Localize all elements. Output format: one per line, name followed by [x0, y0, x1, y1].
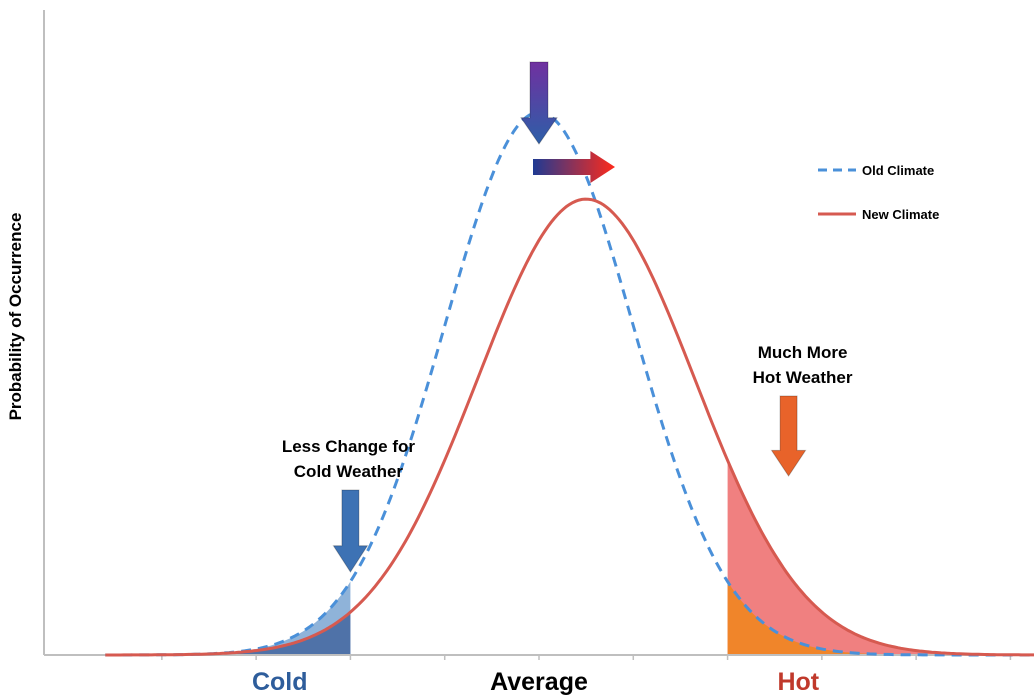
hot-arrow-icon: [770, 395, 807, 477]
legend: Old Climate New Climate: [818, 163, 939, 222]
curves: [105, 110, 1034, 657]
y-axis-label: Probability of Occurrence: [6, 213, 25, 421]
labels: Probability of Occurrence Cold Average Hot L…: [6, 213, 853, 695]
cold-arrow-icon: [332, 489, 369, 573]
annotation-0-line-0: Less Change for: [282, 437, 416, 456]
annotation-0-line-1: Cold Weather: [294, 462, 404, 481]
shaded-region-3: [727, 581, 1034, 655]
legend-label-1: New Climate: [862, 207, 939, 222]
x-label-average: Average: [490, 668, 588, 695]
curve-new-climate: [105, 197, 1034, 657]
legend-label-0: Old Climate: [862, 163, 934, 178]
peak-down-arrow-icon: [520, 61, 558, 145]
x-label-hot: Hot: [777, 668, 819, 695]
curve-old-climate: [105, 110, 1034, 657]
shaded-region-1: [67, 612, 351, 655]
annotation-1-line-0: Much More: [758, 343, 848, 362]
arrows: [332, 61, 807, 573]
annotation-1-line-1: Hot Weather: [753, 368, 853, 387]
x-label-cold: Cold: [252, 668, 308, 695]
shaded-regions: [67, 460, 1034, 655]
shift-right-arrow-icon: [533, 151, 615, 183]
shaded-region-2: [727, 460, 1034, 655]
